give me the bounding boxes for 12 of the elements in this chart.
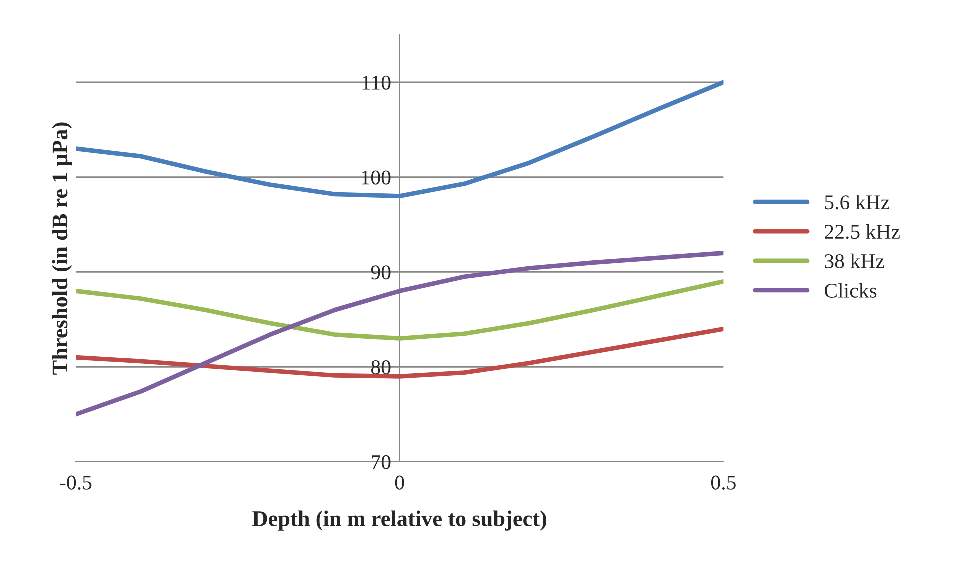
legend-label: 22.5 kHz [825,224,900,240]
x-axis-title: Depth (in m relative to subject) [252,510,546,531]
x-tick-label: -0.5 [60,476,92,490]
line-series [76,251,724,417]
x-tick-label: 0.5 [711,476,736,490]
x-tick-label: 0 [395,476,404,490]
line-series [76,326,724,379]
legend-label: 5.6 kHz [825,194,890,210]
legend-label: Clicks [825,283,877,298]
y-axis-title: Threshold (in dB re 1 µPa) [52,122,72,375]
line-series [76,280,724,341]
legend-label: 38 kHz [825,254,884,269]
